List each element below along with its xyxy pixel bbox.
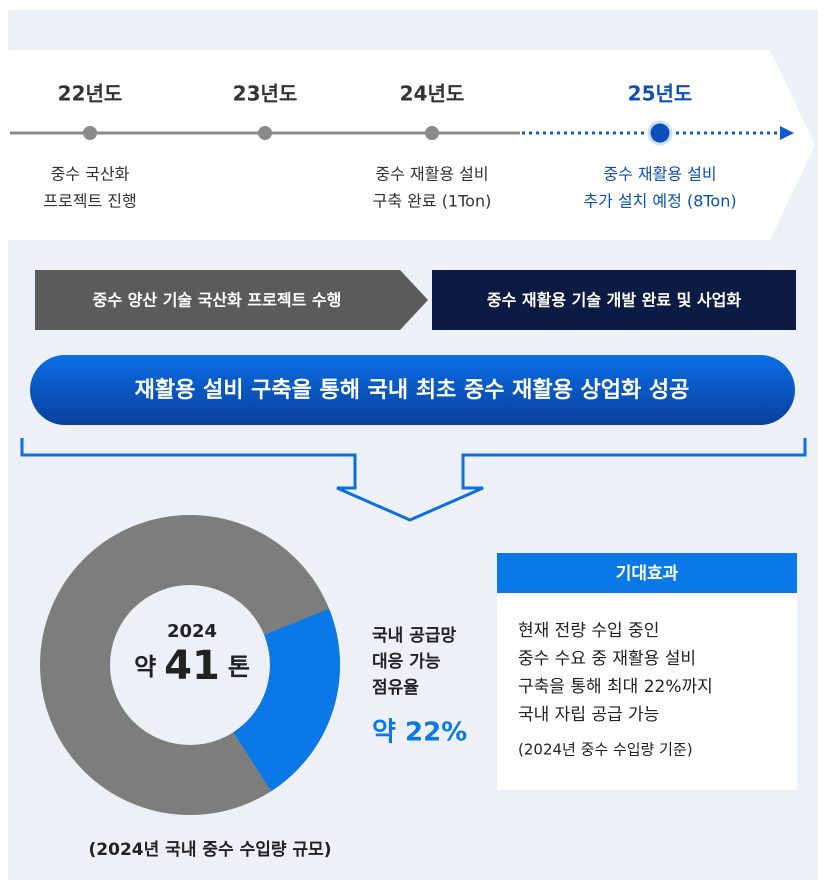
donut-caption: (2024년 국내 중수 수입량 규모) bbox=[89, 840, 332, 860]
desc: 추가 설치 예정 (8Ton) bbox=[583, 192, 736, 211]
desc: 중수 재활용 설비 bbox=[603, 165, 716, 184]
timeline-dot bbox=[258, 126, 272, 140]
donut-segment bbox=[233, 608, 340, 792]
share-label-line: 국내 공급망 bbox=[372, 626, 456, 646]
year: 22년도 bbox=[58, 82, 123, 106]
share-label-line: 점유율 bbox=[372, 678, 419, 698]
phase-text: 중수 양산 기술 국산화 프로젝트 수행 bbox=[93, 291, 342, 310]
effect-line: 중수 수요 중 재활용 설비 bbox=[518, 649, 696, 669]
desc: 구축 완료 (1Ton) bbox=[373, 192, 492, 211]
donut-center: 약 41 톤 bbox=[134, 643, 250, 689]
effect-line: 국내 자립 공급 가능 bbox=[518, 705, 659, 725]
phase-box bbox=[35, 270, 400, 330]
donut-year: 2024 bbox=[167, 621, 217, 642]
banner bbox=[30, 355, 795, 425]
timeline-dot bbox=[425, 126, 439, 140]
phase-box bbox=[432, 270, 796, 330]
desc: 중수 재활용 설비 bbox=[375, 165, 488, 184]
effect-note: (2024년 중수 수입량 기준) bbox=[518, 741, 693, 759]
effect-line: 구축을 통해 최대 22%까지 bbox=[518, 677, 713, 697]
timeline-dot bbox=[83, 126, 97, 140]
phase-text: 중수 재활용 기술 개발 완료 및 사업화 bbox=[487, 291, 742, 310]
unit: 톤 bbox=[228, 653, 250, 681]
arrow-head bbox=[780, 126, 794, 140]
effect-line: 현재 전량 수입 중인 bbox=[518, 621, 659, 641]
share-label-line: 대응 가능 bbox=[372, 652, 441, 672]
desc: 프로젝트 진행 bbox=[43, 192, 136, 211]
effect-title: 기대효과 bbox=[616, 564, 679, 584]
year: 24년도 bbox=[400, 82, 465, 106]
share-value: 약 22% bbox=[372, 718, 467, 748]
year: 23년도 bbox=[233, 82, 298, 106]
timeline-dot-current bbox=[647, 120, 673, 146]
bracket-arrow bbox=[20, 438, 807, 522]
effect-body bbox=[497, 593, 797, 790]
banner-text: 재활용 설비 구축을 통해 국내 최초 중수 재활용 상업화 성공 bbox=[135, 378, 690, 403]
effect-header bbox=[497, 553, 797, 593]
prefix: 약 bbox=[134, 653, 156, 681]
year: 25년도 bbox=[628, 82, 693, 106]
phase-arrow bbox=[400, 270, 428, 330]
desc: 중수 국산화 bbox=[51, 165, 130, 184]
value: 41 bbox=[164, 643, 220, 689]
timeline-band bbox=[8, 50, 815, 240]
